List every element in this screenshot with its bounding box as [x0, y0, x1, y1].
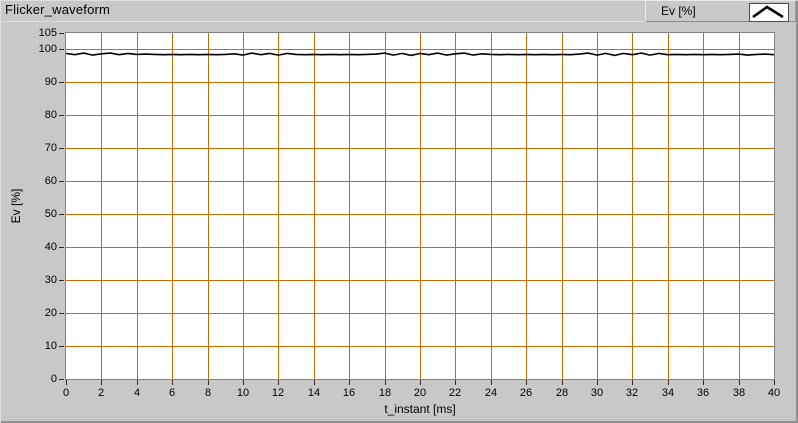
- x-tick-mark: [632, 380, 633, 385]
- y-tick-label: 40: [44, 241, 57, 253]
- y-tick-mark: [59, 346, 64, 347]
- y-tick-label: 70: [44, 142, 57, 154]
- x-tick-mark: [455, 380, 456, 385]
- x-tick-label: 38: [732, 387, 746, 399]
- y-tick-label: 20: [44, 307, 57, 319]
- x-tick-label: 2: [97, 387, 105, 399]
- y-tick-label: 90: [44, 76, 57, 88]
- y-tick-mark: [59, 33, 64, 34]
- plot-area: [65, 32, 775, 380]
- x-tick-mark: [668, 380, 669, 385]
- y-tick-label: 100: [38, 43, 57, 55]
- plot-legend-label: Ev [%]: [661, 4, 696, 18]
- x-tick-mark: [278, 380, 279, 385]
- x-tick-mark: [137, 380, 138, 385]
- y-tick-mark: [59, 280, 64, 281]
- x-tick-mark: [774, 380, 775, 385]
- y-tick-label: 80: [44, 109, 57, 121]
- y-tick-mark: [59, 214, 64, 215]
- y-tick-label: 10: [44, 340, 57, 352]
- y-tick-label: 60: [44, 175, 57, 187]
- x-tick-label: 28: [555, 387, 569, 399]
- x-tick-mark: [526, 380, 527, 385]
- x-tick-label: 4: [133, 387, 141, 399]
- x-tick-label: 34: [661, 387, 675, 399]
- x-tick-mark: [101, 380, 102, 385]
- waveform-trace: [66, 52, 774, 57]
- x-tick-mark: [739, 380, 740, 385]
- x-tick-mark: [420, 380, 421, 385]
- y-tick-mark: [59, 181, 64, 182]
- x-tick-label: 6: [168, 387, 176, 399]
- x-tick-label: 40: [767, 387, 781, 399]
- x-tick-label: 18: [378, 387, 392, 399]
- x-tick-label: 22: [448, 387, 462, 399]
- y-tick-mark: [59, 313, 64, 314]
- x-tick-mark: [243, 380, 244, 385]
- x-tick-label: 10: [236, 387, 250, 399]
- y-tick-mark: [59, 82, 64, 83]
- y-tick-label: 0: [50, 373, 57, 385]
- y-tick-mark: [59, 148, 64, 149]
- x-axis-title: t_instant [ms]: [384, 402, 456, 416]
- x-tick-label: 26: [519, 387, 533, 399]
- x-tick-mark: [172, 380, 173, 385]
- y-tick-label: 30: [44, 274, 57, 286]
- y-tick-label: 105: [38, 27, 57, 39]
- x-tick-label: 0: [62, 387, 70, 399]
- x-tick-mark: [562, 380, 563, 385]
- y-tick-mark: [59, 247, 64, 248]
- x-tick-mark: [385, 380, 386, 385]
- x-tick-mark: [208, 380, 209, 385]
- y-tick-mark: [59, 115, 64, 116]
- y-tick-label: 50: [44, 208, 57, 220]
- x-tick-mark: [314, 380, 315, 385]
- plot-legend-button[interactable]: Ev [%]: [645, 0, 796, 22]
- x-tick-mark: [491, 380, 492, 385]
- x-tick-mark: [703, 380, 704, 385]
- header-separator: [2, 21, 796, 22]
- x-tick-label: 12: [271, 387, 285, 399]
- x-tick-label: 20: [413, 387, 427, 399]
- x-tick-label: 24: [484, 387, 498, 399]
- x-tick-label: 8: [204, 387, 212, 399]
- x-tick-mark: [349, 380, 350, 385]
- x-tick-label: 36: [696, 387, 710, 399]
- x-tick-label: 14: [307, 387, 321, 399]
- plot-canvas: [66, 33, 774, 379]
- x-tick-label: 30: [590, 387, 604, 399]
- x-tick-label: 16: [342, 387, 356, 399]
- chart-title: Flicker_waveform: [5, 2, 111, 17]
- x-tick-label: 32: [625, 387, 639, 399]
- x-tick-mark: [66, 380, 67, 385]
- waveform-chevron-icon[interactable]: [749, 3, 789, 22]
- y-tick-mark: [59, 379, 64, 380]
- x-tick-mark: [597, 380, 598, 385]
- y-tick-mark: [59, 49, 64, 50]
